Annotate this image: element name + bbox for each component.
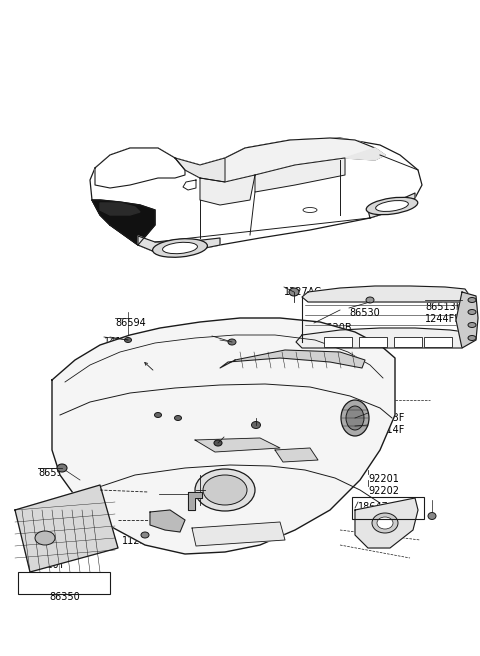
Bar xyxy=(359,337,387,347)
Bar xyxy=(352,497,424,519)
Ellipse shape xyxy=(366,197,418,215)
Text: 86310T: 86310T xyxy=(28,560,64,570)
Ellipse shape xyxy=(195,469,255,511)
Polygon shape xyxy=(15,485,118,572)
Polygon shape xyxy=(175,138,385,182)
Ellipse shape xyxy=(163,242,197,254)
Ellipse shape xyxy=(341,400,369,436)
Polygon shape xyxy=(100,203,140,215)
Ellipse shape xyxy=(303,207,317,213)
Text: 1249BD: 1249BD xyxy=(212,336,251,346)
Polygon shape xyxy=(345,148,385,160)
Ellipse shape xyxy=(376,201,408,211)
Polygon shape xyxy=(52,318,395,554)
Bar xyxy=(18,572,110,594)
Ellipse shape xyxy=(57,464,67,472)
Polygon shape xyxy=(138,236,220,252)
Text: 86520B: 86520B xyxy=(314,323,352,333)
Ellipse shape xyxy=(252,422,261,428)
Text: 86350: 86350 xyxy=(49,592,80,602)
Text: 92201: 92201 xyxy=(368,474,399,484)
Polygon shape xyxy=(355,498,418,548)
Text: 1244FB: 1244FB xyxy=(425,314,462,324)
Ellipse shape xyxy=(155,413,161,417)
Polygon shape xyxy=(255,158,345,192)
Text: 86513K: 86513K xyxy=(425,302,462,312)
Text: 86636: 86636 xyxy=(155,409,186,419)
Text: 1244BF: 1244BF xyxy=(135,356,172,366)
Polygon shape xyxy=(192,522,285,546)
Bar xyxy=(424,337,452,347)
Text: 1249NL: 1249NL xyxy=(144,397,181,407)
Polygon shape xyxy=(220,350,365,368)
Polygon shape xyxy=(200,175,255,205)
Ellipse shape xyxy=(428,512,436,520)
Polygon shape xyxy=(302,286,470,302)
Text: 14160: 14160 xyxy=(104,337,134,347)
Ellipse shape xyxy=(203,475,247,505)
Ellipse shape xyxy=(366,297,374,303)
Ellipse shape xyxy=(214,440,222,446)
Polygon shape xyxy=(150,510,185,532)
Text: 86530: 86530 xyxy=(349,308,380,318)
Ellipse shape xyxy=(468,323,476,327)
Polygon shape xyxy=(275,448,318,462)
Text: 18647: 18647 xyxy=(358,502,389,512)
Polygon shape xyxy=(90,138,422,252)
Text: 86513F: 86513F xyxy=(368,413,404,423)
Text: 86592: 86592 xyxy=(144,372,175,382)
Ellipse shape xyxy=(377,517,393,529)
Ellipse shape xyxy=(346,406,364,430)
Ellipse shape xyxy=(141,532,149,538)
Text: 86515N: 86515N xyxy=(148,510,186,520)
Text: 86551D: 86551D xyxy=(240,358,278,368)
Text: 86591G: 86591G xyxy=(144,385,182,395)
Text: 84702: 84702 xyxy=(256,418,287,428)
Text: 86571K: 86571K xyxy=(155,421,192,431)
Text: 86514N: 86514N xyxy=(148,522,186,532)
Bar xyxy=(394,337,422,347)
Text: 86594: 86594 xyxy=(115,318,146,328)
Text: 1125KQ: 1125KQ xyxy=(122,536,161,546)
Ellipse shape xyxy=(124,337,132,342)
Ellipse shape xyxy=(228,339,236,345)
Ellipse shape xyxy=(153,239,207,257)
Text: 86511A: 86511A xyxy=(122,421,159,431)
Ellipse shape xyxy=(468,310,476,314)
Text: 86514K: 86514K xyxy=(425,290,462,300)
Ellipse shape xyxy=(468,298,476,302)
Text: 1494GB: 1494GB xyxy=(224,437,263,447)
Bar xyxy=(324,337,352,347)
Polygon shape xyxy=(296,328,468,348)
Polygon shape xyxy=(456,292,478,348)
Ellipse shape xyxy=(35,531,55,545)
Text: 92202: 92202 xyxy=(368,486,399,496)
Polygon shape xyxy=(188,492,202,510)
Polygon shape xyxy=(92,200,155,245)
Text: 86514F: 86514F xyxy=(368,425,404,435)
Text: 1327AC: 1327AC xyxy=(284,287,322,297)
FancyArrowPatch shape xyxy=(145,363,153,370)
Polygon shape xyxy=(368,193,415,218)
Polygon shape xyxy=(183,180,196,190)
Polygon shape xyxy=(175,158,225,182)
Ellipse shape xyxy=(372,513,398,533)
Ellipse shape xyxy=(175,415,181,420)
Text: 86590: 86590 xyxy=(38,468,69,478)
Ellipse shape xyxy=(468,335,476,340)
Ellipse shape xyxy=(289,288,299,296)
Text: 86352: 86352 xyxy=(159,494,190,504)
Polygon shape xyxy=(195,438,280,452)
Polygon shape xyxy=(95,148,185,188)
